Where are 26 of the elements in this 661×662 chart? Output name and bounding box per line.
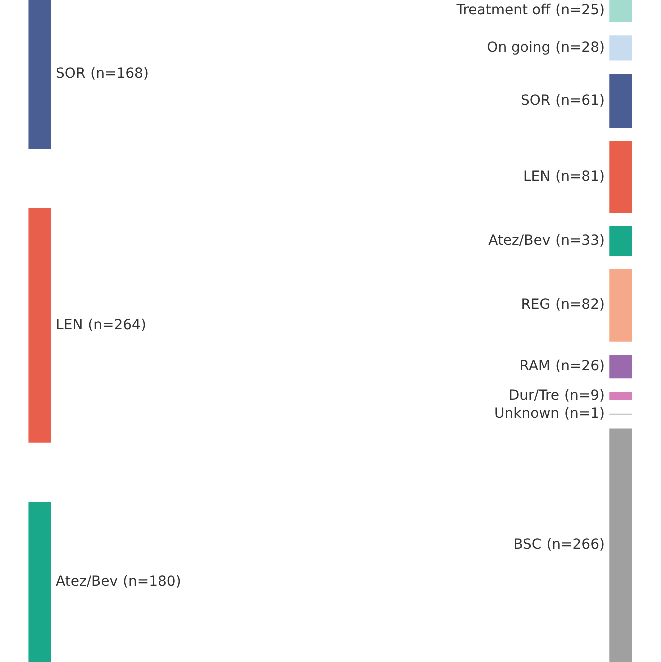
data-label: (n=26) — [556, 358, 605, 375]
category-label: SOR — [520, 92, 551, 109]
category-label: RAM — [520, 358, 551, 375]
data-label: (n=9) — [564, 388, 605, 404]
data-label: (n=33) — [556, 232, 605, 249]
category-label: On going — [487, 40, 551, 56]
category-label: Treatment off — [456, 2, 551, 19]
data-label: (n=82) — [556, 297, 605, 314]
category-label: LEN — [56, 317, 84, 334]
category-label: REG — [521, 297, 551, 314]
data-label: (n=168) — [90, 66, 149, 82]
category-label: Dur/Tre — [508, 388, 560, 404]
data-label: (n=25) — [556, 2, 605, 19]
data-label: (n=264) — [88, 317, 146, 334]
data-label: (n=61) — [556, 92, 605, 109]
data-label: (n=28) — [556, 40, 605, 56]
category-label: Atez/Bev — [488, 232, 551, 249]
category-label: BSC — [514, 537, 542, 554]
data-label: (n=180) — [123, 574, 182, 590]
data-label: (n=266) — [546, 537, 605, 554]
category-label: Atez/Bev — [56, 574, 118, 590]
category-label: LEN — [523, 168, 551, 185]
data-label: (n=81) — [556, 168, 605, 185]
category-label: SOR — [56, 66, 86, 82]
category-label: Unknown — [494, 406, 560, 422]
data-label: (n=1) — [564, 406, 605, 422]
